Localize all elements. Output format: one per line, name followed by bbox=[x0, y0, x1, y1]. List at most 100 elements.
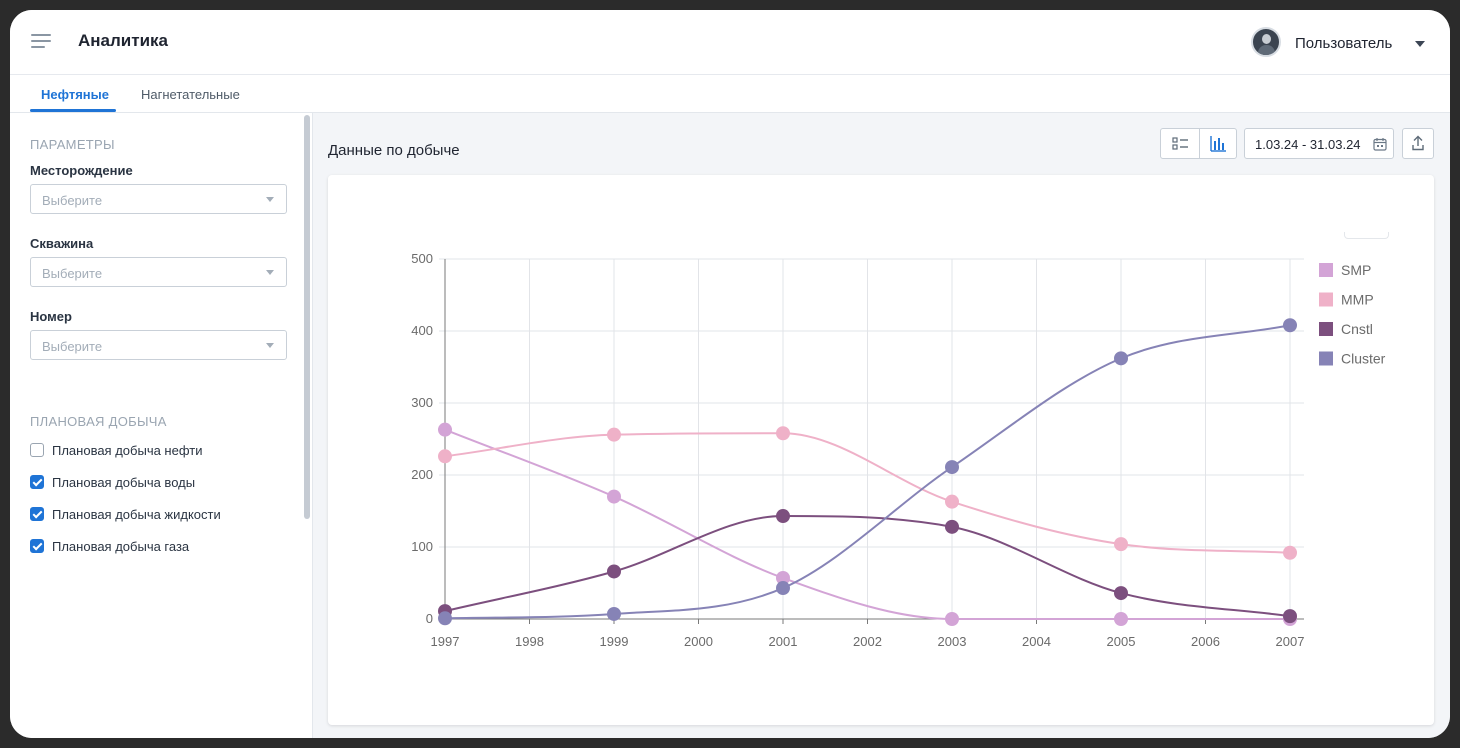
list-view-button[interactable] bbox=[1161, 129, 1200, 158]
checkbox-label: Плановая добыча воды bbox=[52, 475, 196, 490]
legend-label-smp: SMP bbox=[1341, 262, 1371, 278]
user-name[interactable]: Пользователь bbox=[1295, 35, 1393, 52]
data-point-mmp bbox=[1283, 545, 1297, 560]
app-title: Аналитика bbox=[78, 31, 168, 50]
field-label-deposit: Месторождение bbox=[30, 163, 133, 178]
main-content: Данные по добыче bbox=[313, 113, 1450, 738]
app-window: Аналитика Пользователь Нефтяные Нагнетат… bbox=[10, 10, 1450, 738]
data-point-mmp bbox=[1114, 537, 1128, 552]
y-tick-label: 0 bbox=[426, 611, 433, 626]
user-avatar[interactable] bbox=[1251, 27, 1281, 57]
data-point-cnstl bbox=[945, 519, 959, 534]
x-tick-label: 1998 bbox=[515, 634, 544, 649]
x-tick-label: 2005 bbox=[1107, 634, 1136, 649]
y-tick-label: 500 bbox=[411, 251, 433, 266]
plan-section-title: ПЛАНОВАЯ ДОБЫЧА bbox=[30, 414, 167, 429]
y-tick-label: 200 bbox=[411, 467, 433, 482]
dropdown-arrow-icon bbox=[266, 197, 274, 202]
checkbox-label: Плановая добыча газа bbox=[52, 539, 190, 554]
params-section-title: ПАРАМЕТРЫ bbox=[30, 137, 115, 152]
x-tick-label: 2007 bbox=[1276, 634, 1305, 649]
hamburger-menu-icon[interactable] bbox=[31, 34, 51, 50]
tab-injection[interactable]: Нагнетательные bbox=[141, 87, 240, 102]
select-placeholder: Выберите bbox=[42, 193, 103, 208]
data-point-smp bbox=[438, 422, 452, 437]
chart-card: 0 100 200 300 400 500 1997 1998 1999 2000 2001 2002… bbox=[328, 175, 1434, 725]
tab-bar: Нефтяные Нагнетательные bbox=[10, 75, 1450, 113]
data-point-cnstl bbox=[1283, 609, 1297, 624]
chart-view-button[interactable] bbox=[1199, 129, 1237, 158]
x-tick-label: 2003 bbox=[938, 634, 967, 649]
field-label-number: Номер bbox=[30, 309, 72, 324]
x-tick-label: 2000 bbox=[684, 634, 713, 649]
data-point-smp bbox=[776, 570, 790, 585]
filters-sidebar: ПАРАМЕТРЫ Месторождение Выберите Скважин… bbox=[10, 113, 313, 738]
x-tick-label: 2001 bbox=[769, 634, 798, 649]
data-point-cluster bbox=[438, 611, 452, 626]
y-tick-label: 300 bbox=[411, 395, 433, 410]
bar-chart-icon bbox=[1210, 136, 1226, 152]
data-point-smp bbox=[945, 612, 959, 626]
tab-oil[interactable]: Нефтяные bbox=[41, 87, 109, 102]
checkbox-checked-icon[interactable] bbox=[30, 539, 44, 553]
data-point-cluster bbox=[945, 460, 959, 475]
well-select[interactable]: Выберите bbox=[30, 257, 287, 287]
legend-label-cluster: Cluster bbox=[1341, 351, 1386, 367]
date-range-value: 1.03.24 - 31.03.24 bbox=[1255, 137, 1361, 152]
legend-label-mmp: MMP bbox=[1341, 292, 1374, 308]
legend-swatch-cnstl bbox=[1319, 322, 1333, 336]
data-point-smp bbox=[1114, 612, 1128, 626]
data-point-cluster bbox=[607, 606, 621, 621]
data-point-mmp bbox=[438, 449, 452, 464]
dropdown-arrow-icon bbox=[266, 270, 274, 275]
checkbox-label: Плановая добыча жидкости bbox=[52, 507, 221, 522]
export-button[interactable] bbox=[1402, 128, 1434, 159]
data-point-cnstl bbox=[776, 509, 790, 524]
y-tick-label: 100 bbox=[411, 539, 433, 554]
series-line-cluster bbox=[444, 324, 1291, 620]
checkbox-label: Плановая добыча нефти bbox=[52, 443, 203, 458]
checkbox-checked-icon[interactable] bbox=[30, 507, 44, 521]
data-point-cluster bbox=[1114, 351, 1128, 366]
x-tick-label: 1997 bbox=[431, 634, 460, 649]
data-point-cluster bbox=[776, 581, 790, 596]
series-line-mmp bbox=[444, 432, 1291, 554]
data-point-mmp bbox=[945, 494, 959, 509]
data-point-mmp bbox=[776, 426, 790, 441]
legend-swatch-smp bbox=[1319, 263, 1333, 277]
sidebar-scrollbar[interactable] bbox=[304, 115, 310, 519]
series-line-cnstl bbox=[444, 515, 1291, 618]
legend-swatch-mmp bbox=[1319, 292, 1333, 307]
chart-toolbar-remnant bbox=[1344, 232, 1389, 239]
data-point-cnstl bbox=[1114, 586, 1128, 601]
calendar-icon bbox=[1373, 138, 1387, 151]
export-icon bbox=[1412, 135, 1424, 151]
production-line-chart: 0 100 200 300 400 500 1997 1998 1999 2000 2001 2002… bbox=[411, 251, 1386, 649]
legend-swatch-cluster bbox=[1319, 351, 1333, 366]
checkbox-unchecked-icon[interactable] bbox=[30, 443, 44, 457]
page-title: Данные по добыче bbox=[328, 142, 460, 159]
field-label-well: Скважина bbox=[30, 236, 94, 251]
data-point-cluster bbox=[1283, 318, 1297, 333]
x-tick-label: 2002 bbox=[853, 634, 882, 649]
chevron-down-icon[interactable] bbox=[1415, 41, 1425, 47]
list-icon bbox=[1172, 137, 1188, 150]
select-placeholder: Выберите bbox=[42, 339, 103, 354]
data-point-mmp bbox=[607, 427, 621, 442]
checkbox-checked-icon[interactable] bbox=[30, 475, 44, 489]
select-placeholder: Выберите bbox=[42, 266, 103, 281]
x-tick-label: 2006 bbox=[1191, 634, 1220, 649]
y-tick-label: 400 bbox=[411, 323, 433, 338]
x-tick-label: 2004 bbox=[1022, 634, 1051, 649]
date-range-picker[interactable]: 1.03.24 - 31.03.24 bbox=[1244, 128, 1394, 159]
number-select[interactable]: Выберите bbox=[30, 330, 287, 360]
legend-label-cnstl: Cnstl bbox=[1341, 321, 1373, 337]
top-header: Аналитика Пользователь bbox=[10, 10, 1450, 75]
view-toggle bbox=[1160, 128, 1237, 159]
data-point-smp bbox=[607, 489, 621, 504]
x-tick-label: 1999 bbox=[600, 634, 629, 649]
data-point-cnstl bbox=[607, 564, 621, 579]
series-line-smp bbox=[444, 428, 1290, 620]
deposit-select[interactable]: Выберите bbox=[30, 184, 287, 214]
dropdown-arrow-icon bbox=[266, 343, 274, 348]
